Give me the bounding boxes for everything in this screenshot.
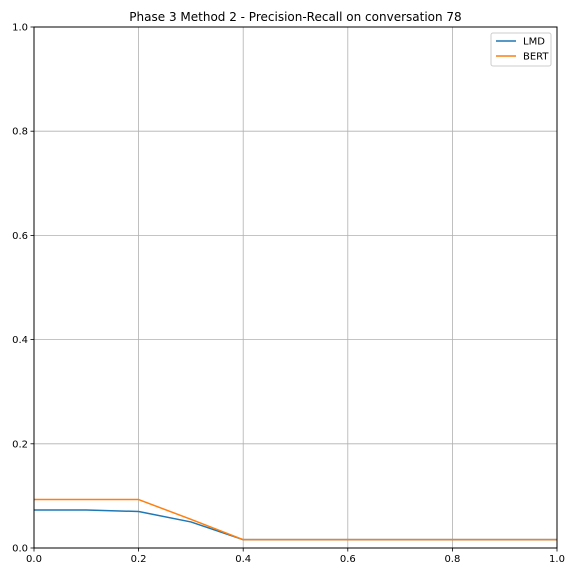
y-tick-label: 1.0	[12, 23, 28, 34]
chart-title: Phase 3 Method 2 - Precision-Recall on c…	[129, 10, 461, 24]
x-tick-label: 0.0	[26, 554, 42, 565]
y-tick-label: 0.8	[12, 127, 28, 138]
x-tick-label: 0.6	[340, 554, 356, 565]
plot-frame	[33, 26, 558, 549]
axis-ticks: 0.0 0.2 0.4 0.6 0.8 1.0 0.0 0.2 0.4 0.6 0.8 1.0	[12, 23, 565, 566]
x-tick-label: 0.2	[131, 554, 147, 565]
y-tick-label: 0.2	[12, 439, 28, 450]
y-tick-label: 0.4	[12, 335, 28, 346]
y-tick-label: 0.0	[12, 544, 28, 555]
legend-label-bert: BERT	[523, 52, 549, 63]
legend: LMD BERT	[490, 32, 552, 67]
grid	[33, 26, 558, 549]
series-line-bert	[34, 498, 557, 541]
x-tick-label: 0.8	[444, 554, 460, 565]
x-tick-label: 1.0	[549, 554, 565, 565]
series	[34, 498, 557, 541]
legend-label-lmd: LMD	[523, 37, 545, 48]
series-line-lmd	[34, 509, 557, 541]
y-tick-label: 0.6	[12, 231, 28, 242]
x-tick-label: 0.4	[235, 554, 251, 565]
